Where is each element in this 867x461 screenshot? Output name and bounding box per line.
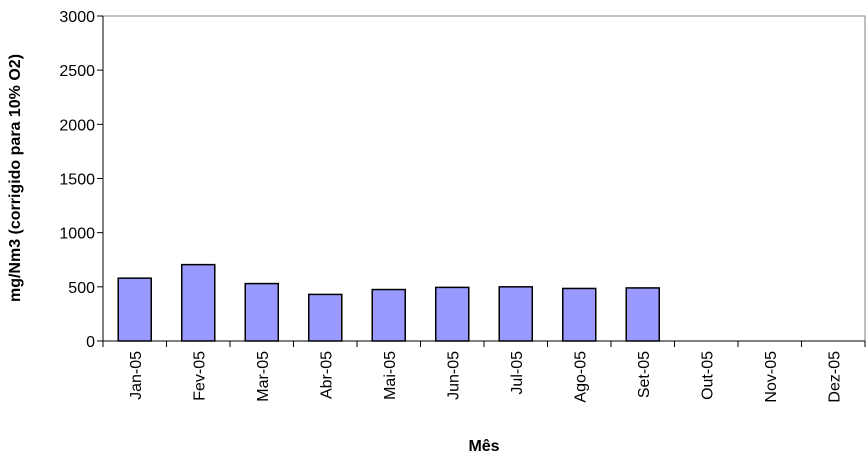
bar-mai-05 [371, 288, 407, 342]
x-tick-label: Out-05 [699, 351, 716, 400]
plot-area [102, 15, 866, 342]
x-tick-label: Jul-05 [509, 351, 526, 395]
bar-mar-05 [244, 282, 280, 342]
y-axis: 0 500 1000 1500 2000 2500 3000 [59, 9, 104, 351]
y-tick-label: 2500 [59, 63, 95, 80]
y-tick-label: 0 [86, 334, 95, 351]
x-tick-label: Mai-05 [382, 351, 399, 400]
x-tick-label: Ago-05 [572, 351, 589, 403]
x-tick-label: Jan-05 [128, 351, 145, 400]
x-tick-label: Jun-05 [445, 351, 462, 400]
bar-ago-05 [561, 287, 597, 342]
bar-abr-05 [307, 293, 343, 342]
x-tick-label: Nov-05 [763, 351, 780, 403]
y-tick-label: 1000 [59, 226, 95, 243]
bar-jul-05 [498, 286, 534, 342]
bar-series [117, 263, 661, 342]
x-axis-title: Mês [468, 438, 499, 455]
x-tick-label: Abr-05 [318, 351, 335, 399]
x-tick-label: Dez-05 [826, 351, 843, 403]
bar-jan-05 [117, 277, 153, 342]
bar-jun-05 [434, 286, 470, 342]
y-tick-label: 2000 [59, 117, 95, 134]
bar-fev-05 [180, 263, 216, 342]
y-axis-title: mg/Nm3 (corrigido para 10% O2) [7, 54, 24, 302]
y-tick-label: 1500 [59, 172, 95, 189]
y-tick-label: 3000 [59, 9, 95, 26]
x-tick-label: Set-05 [636, 351, 653, 398]
y-tick-label: 500 [68, 280, 95, 297]
bar-set-05 [625, 287, 661, 342]
x-tick-label: Fev-05 [191, 351, 208, 401]
x-axis: Jan-05 Fev-05 Mar-05 Abr-05 Mai-05 Jun-05 Jul-… [102, 340, 866, 403]
x-tick-label: Mar-05 [255, 351, 272, 402]
